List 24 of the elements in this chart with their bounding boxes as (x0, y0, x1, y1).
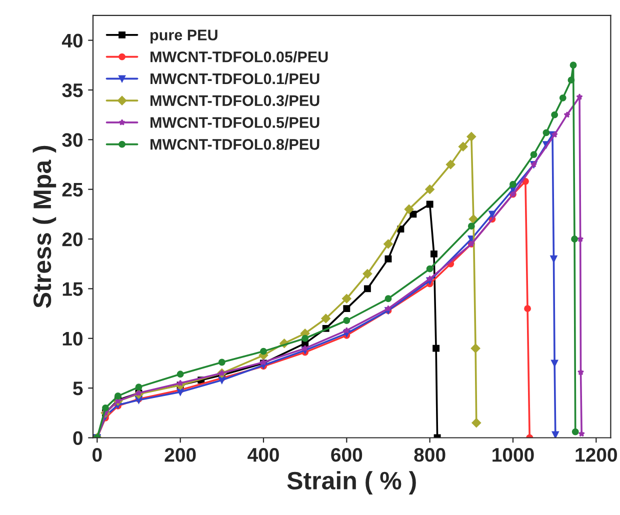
legend-label: pure PEU (150, 30, 218, 44)
legend-label: MWCNT-TDFOL0.8/PEU (150, 138, 320, 150)
y-tick-label: 20 (62, 232, 82, 246)
x-tick-label: 1200 (576, 448, 617, 462)
y-tick-label: 40 (62, 34, 82, 48)
x-tick-label: 0 (92, 448, 102, 462)
y-tick-label: 30 (62, 133, 82, 147)
x-tick-label: 400 (248, 448, 279, 462)
y-tick-label: 15 (62, 282, 83, 296)
y-axis-title: Stress ( Mpa ) (32, 146, 56, 308)
x-axis-title: Strain ( % ) (287, 471, 416, 494)
y-tick-label: 10 (62, 332, 82, 346)
y-tick-label: 0 (73, 431, 82, 445)
y-tick-label: 5 (73, 382, 83, 396)
x-tick-label: 1000 (492, 448, 534, 462)
legend-label: MWCNT-TDFOL0.1/PEU (150, 72, 320, 84)
x-tick-label: 200 (164, 448, 196, 462)
y-tick-label: 25 (62, 182, 83, 197)
legend-label: MWCNT-TDFOL0.05/PEU (150, 51, 328, 62)
x-tick-label: 600 (331, 448, 362, 462)
legend-label: MWCNT-TDFOL0.5/PEU (150, 116, 320, 128)
legend-label: MWCNT-TDFOL0.3/PEU (150, 94, 320, 106)
x-tick-label: 800 (414, 448, 446, 462)
y-tick-label: 35 (62, 83, 83, 98)
